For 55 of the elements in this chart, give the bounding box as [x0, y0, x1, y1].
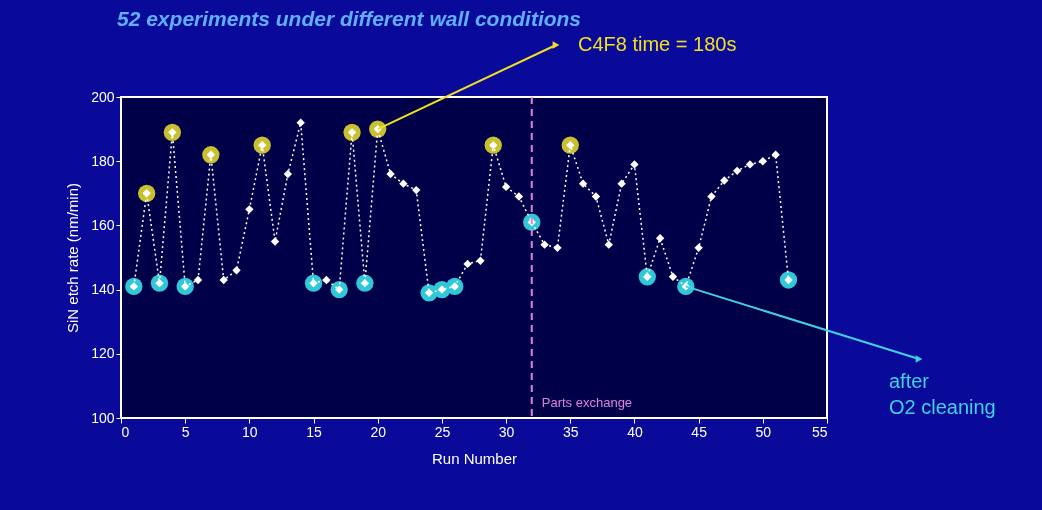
point	[655, 234, 665, 243]
point	[501, 182, 511, 192]
x-tick-label: 15	[306, 423, 323, 440]
point	[617, 179, 626, 188]
annotation: after O2 cleaning	[889, 370, 996, 418]
point	[219, 275, 228, 285]
x-tick-label: 40	[627, 423, 643, 440]
annotation: C4F8 time = 180s	[578, 33, 737, 55]
y-tick-label: 200	[91, 88, 115, 105]
point	[514, 192, 524, 201]
y-tick-label: 160	[91, 216, 115, 233]
x-tick-label: 25	[434, 423, 451, 440]
point	[399, 179, 408, 188]
x-tick-label: 35	[562, 423, 579, 440]
x-tick-label: 30	[498, 423, 515, 440]
x-tick-label: 45	[691, 423, 708, 440]
x-tick-label: 50	[755, 423, 772, 440]
point	[630, 160, 639, 169]
x-tick-label: 0	[121, 423, 130, 440]
point	[245, 205, 254, 214]
x-tick-label: 55	[811, 423, 828, 440]
y-tick-label: 180	[91, 152, 115, 169]
x-tick-label: 5	[181, 423, 190, 440]
point	[296, 118, 305, 127]
point	[386, 169, 395, 179]
ref-line-label: Parts exchange	[541, 395, 633, 410]
x-tick-label: 20	[370, 423, 387, 440]
point	[540, 240, 549, 249]
point	[322, 275, 331, 285]
point	[476, 256, 485, 265]
point	[463, 259, 472, 269]
point	[232, 266, 241, 275]
point	[553, 243, 562, 253]
point	[283, 169, 293, 179]
point	[758, 157, 767, 166]
y-tick-label: 120	[91, 345, 115, 362]
point	[771, 150, 780, 159]
point	[193, 275, 203, 285]
x-axis-title: Run Number	[431, 449, 518, 467]
point	[668, 272, 678, 281]
point	[707, 192, 716, 201]
x-tick-label: 10	[242, 423, 258, 440]
point	[732, 166, 742, 176]
point	[694, 243, 703, 253]
point	[604, 240, 613, 249]
point	[591, 192, 601, 201]
point	[745, 160, 755, 169]
point	[720, 176, 729, 185]
y-tick-label: 140	[91, 281, 115, 298]
point	[412, 185, 421, 195]
chart-title: 52 experiments under different wall conditions	[117, 7, 582, 30]
point	[270, 237, 280, 246]
point	[578, 179, 588, 188]
y-axis-title: SiN etch rate (nm/min)	[64, 182, 82, 334]
y-tick-label: 100	[91, 409, 115, 426]
